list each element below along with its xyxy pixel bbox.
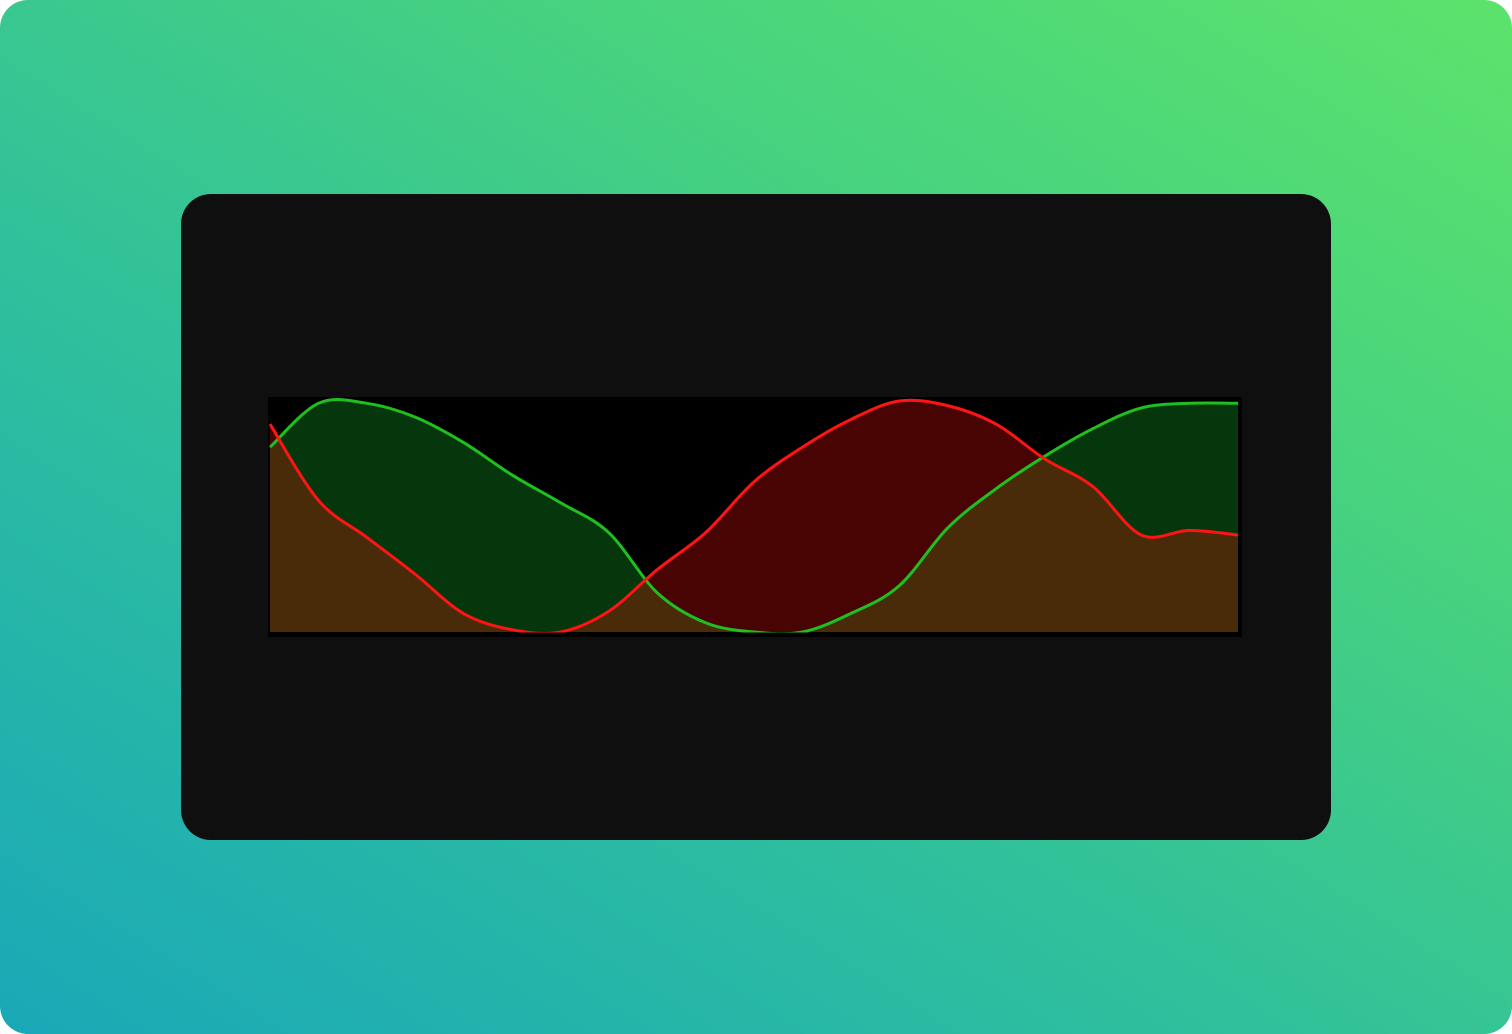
series-2-line	[268, 398, 1239, 635]
area-chart	[268, 397, 1242, 637]
series-1-line	[268, 397, 1239, 636]
series-lines	[268, 397, 1239, 636]
series-fills	[270, 399, 1238, 634]
